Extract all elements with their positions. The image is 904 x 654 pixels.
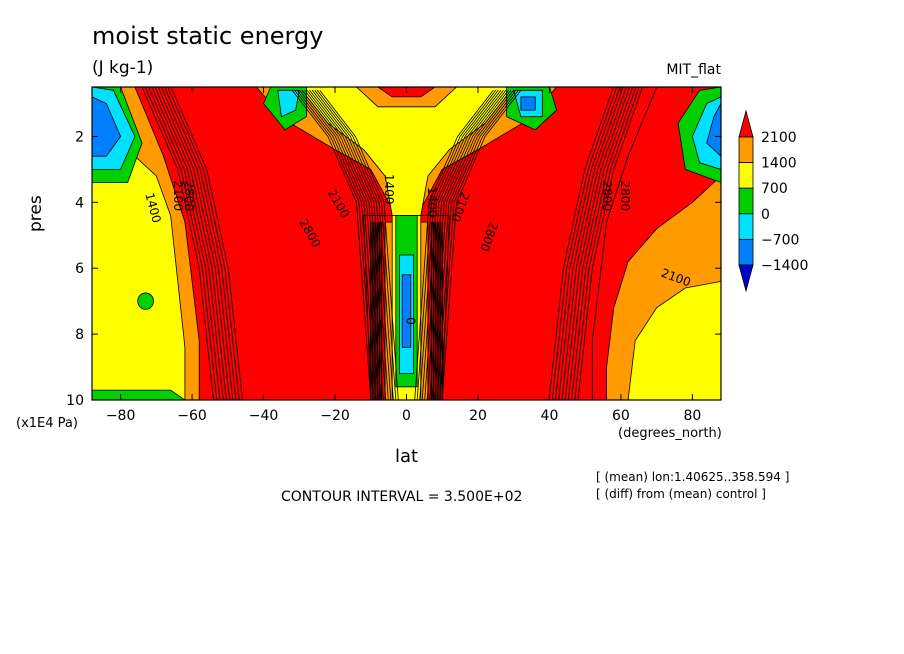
contour-label: 2100 <box>171 180 185 211</box>
region-south-blue <box>92 96 122 157</box>
colorbar-segment <box>738 187 754 215</box>
run-name: MIT_flat <box>666 62 721 78</box>
contour-label: 2800 <box>182 180 196 211</box>
contour-line-north <box>555 87 621 400</box>
region-upper-blue-north <box>520 96 536 111</box>
contour-line-south <box>144 87 218 400</box>
x-tick-label: 20 <box>469 408 487 424</box>
x-tick-label: 80 <box>683 408 701 424</box>
contour-line-tropic-north <box>441 90 522 400</box>
y-tick-label: 4 <box>75 195 84 211</box>
note-mean: [ (mean) lon:1.40625..358.594 ] <box>596 470 790 484</box>
region-south-yellow <box>92 122 186 400</box>
y-tick-label: 10 <box>66 393 84 409</box>
contour-line-tropic-south <box>316 90 397 400</box>
contour-line-tropic-north <box>414 90 494 400</box>
contour-label: 1400 <box>382 174 396 205</box>
colorbar-bottom-arrow <box>738 264 754 293</box>
contour-line-south <box>170 87 243 400</box>
region-north-blue <box>706 103 721 157</box>
colorbar-segment <box>738 213 754 240</box>
contour-line-north <box>551 87 617 400</box>
contour-line-tropic-north <box>416 90 497 400</box>
contour-line-tropic-north <box>436 90 517 400</box>
colorbar-label: 1400 <box>761 156 797 172</box>
contour-label: 1400 <box>425 187 439 218</box>
contour-line-tropic-south <box>294 90 374 400</box>
contour-line-north <box>561 87 627 400</box>
contour-line-tropic-north <box>419 90 499 400</box>
contour-label: 2800 <box>600 180 614 211</box>
contour-line-south <box>154 87 227 400</box>
region-south-surface-green <box>92 389 186 400</box>
region-column-blue <box>401 274 412 348</box>
chart-title: moist static energy <box>92 22 324 50</box>
colorbar-segment <box>738 136 754 164</box>
contour-line-tropic-north <box>429 90 509 400</box>
y-tick-label: 8 <box>75 327 84 343</box>
y-tick-label: 2 <box>75 129 84 145</box>
x-tick-label: 60 <box>612 408 630 424</box>
contour-line-south <box>157 87 230 400</box>
contour-line-south <box>160 87 234 400</box>
x-tick-label: 40 <box>541 408 559 424</box>
contour-line-north <box>558 87 624 400</box>
colorbar-label: −700 <box>761 232 799 248</box>
colorbar-label: 700 <box>761 181 788 197</box>
colorbar-label: −1400 <box>761 258 808 274</box>
contour-line-north <box>577 87 643 400</box>
contour-line-tropic-south <box>314 90 394 400</box>
contour-line-south <box>164 87 237 400</box>
contour-line-north <box>571 87 637 400</box>
contour-line-north <box>568 87 634 400</box>
contour-line-north <box>564 87 630 400</box>
x-axis-label: lat <box>395 446 419 467</box>
contour-interval: CONTOUR INTERVAL = 3.500E+02 <box>281 489 523 505</box>
contour-line-tropic-south <box>291 90 372 400</box>
x-tick-label: −60 <box>177 408 207 424</box>
contour-line-tropic-north <box>431 90 512 400</box>
contour-line-tropic-south <box>311 90 392 400</box>
x-tick-label: −40 <box>249 408 279 424</box>
contour-label: 2800 <box>618 180 632 211</box>
x-tick-label: −20 <box>320 408 350 424</box>
contour-line-south <box>148 87 221 400</box>
x-tick-label: 0 <box>402 408 411 424</box>
y-axis-units: (x1E4 Pa) <box>16 416 78 431</box>
note-diff: [ (diff) from (mean) control ] <box>596 487 766 501</box>
x-axis-units: (degrees_north) <box>618 426 722 441</box>
region-north-yellow <box>627 280 721 400</box>
contour-line-tropic-north <box>439 90 519 400</box>
colorbar-segment <box>738 162 754 189</box>
contour-line-south <box>151 87 224 400</box>
region-south-green-blob <box>137 292 154 310</box>
contour-label: 0 <box>404 317 418 325</box>
contour-line-south <box>141 87 214 400</box>
contour-line-north <box>548 87 614 400</box>
contour-line-north <box>574 87 640 400</box>
region-north-cyan <box>691 96 721 170</box>
contour-line-tropic-south <box>296 90 377 400</box>
colorbar-top-arrow <box>738 109 754 138</box>
colorbar-label: 0 <box>761 207 770 223</box>
colorbar-segment <box>738 238 754 266</box>
contour-line-tropic-south <box>304 90 384 400</box>
contour-line-tropic-south <box>301 90 382 400</box>
contour-line-tropic-south <box>319 90 399 400</box>
y-tick-label: 6 <box>75 261 84 277</box>
chart-units: (J kg-1) <box>92 58 154 78</box>
x-tick-label: −80 <box>106 408 136 424</box>
colorbar-label: 2100 <box>761 130 797 146</box>
contour-line-south <box>167 87 240 400</box>
contour-line-tropic-north <box>421 90 502 400</box>
